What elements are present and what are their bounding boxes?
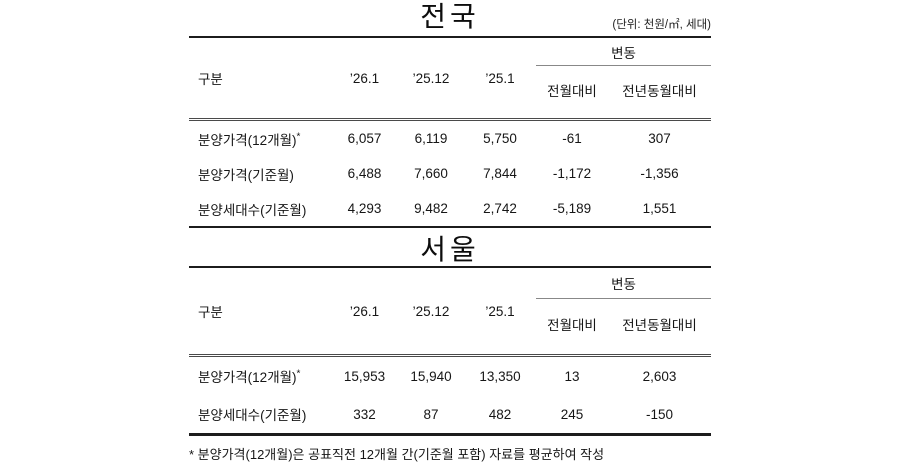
value-cell: -1,356	[640, 166, 679, 181]
row-label-text: 분양가격(기준월)	[198, 167, 294, 183]
table-row: 분양가격(12개월)* 6,057 6,119 5,750 -61 307	[189, 120, 711, 157]
report-sheet: 전국 (단위: 천원/㎡, 세대) 구분 ’26.1 ’25.12 ’25.1 …	[189, 0, 711, 463]
header-period-3: ’25.1	[485, 303, 515, 319]
row-label: 분양가격(12개월)*	[189, 120, 331, 157]
value-cell: 2,603	[642, 368, 677, 384]
table-row: 분양가격(12개월)* 15,953 15,940 13,350 13 2,60…	[189, 356, 711, 396]
row-label: 분양세대수(기준월)	[189, 191, 331, 227]
table-title-seoul: 서울	[420, 234, 480, 265]
value-cell: 5,750	[483, 131, 517, 146]
value-cell: 6,488	[347, 166, 382, 181]
header-gubun: 구분	[198, 72, 223, 87]
value-cell: 1,551	[642, 201, 677, 216]
nationwide-title-row: 전국 (단위: 천원/㎡, 세대)	[189, 0, 711, 36]
table-title-nationwide: 전국	[420, 1, 480, 32]
row-label: 분양가격(12개월)*	[189, 356, 331, 396]
value-cell: 307	[648, 131, 671, 146]
value-cell: -1,172	[552, 166, 592, 181]
table-row: 분양세대수(기준월) 4,293 9,482 2,742 -5,189 1,55…	[189, 191, 711, 227]
header-gubun: 구분	[198, 305, 223, 320]
table-nationwide: 구분 ’26.1 ’25.12 ’25.1 변동 전월대비 전년동월대비 분양가…	[189, 36, 711, 228]
row-label-text: 분양가격(12개월)	[198, 370, 297, 385]
value-cell: 7,660	[414, 166, 448, 181]
unit-note: (단위: 천원/㎡, 세대)	[612, 19, 711, 31]
row-label-text: 분양가격(12개월)	[198, 132, 297, 148]
row-label: 분양가격(기준월)	[189, 156, 331, 191]
value-cell: 4,293	[347, 201, 382, 216]
header-period-2: ’25.12	[412, 70, 450, 86]
value-cell: 87	[423, 406, 439, 422]
value-cell: 13	[564, 368, 580, 384]
table-row: 분양세대수(기준월) 332 87 482 245 -150	[189, 395, 711, 435]
table-seoul-header: 구분 ’26.1 ’25.12 ’25.1 변동 전월대비 전년동월대비	[189, 267, 711, 356]
table-row: 분양가격(기준월) 6,488 7,660 7,844 -1,172 -1,35…	[189, 156, 711, 191]
value-cell: 9,482	[414, 201, 448, 216]
value-cell: 2,742	[483, 201, 517, 216]
value-cell: 13,350	[479, 368, 521, 384]
value-cell: -5,189	[552, 201, 592, 216]
seoul-title-row: 서울	[189, 233, 711, 266]
value-cell: -61	[562, 131, 582, 146]
header-period-2: ’25.12	[412, 303, 450, 319]
value-cell: -150	[645, 406, 674, 422]
value-cell: 332	[353, 406, 376, 422]
value-cell: 7,844	[483, 166, 517, 181]
value-cell: 15,940	[410, 368, 452, 384]
header-change-group: 변동	[536, 267, 711, 299]
footnote-marker: *	[296, 368, 301, 380]
header-change-yoy: 전년동월대비	[622, 318, 697, 334]
header-change-mom: 전월대비	[547, 318, 597, 334]
table-seoul: 구분 ’26.1 ’25.12 ’25.1 변동 전월대비 전년동월대비 분양가…	[189, 266, 711, 436]
header-change-yoy: 전년동월대비	[622, 83, 697, 99]
header-period-3: ’25.1	[485, 70, 515, 86]
row-label: 분양세대수(기준월)	[189, 395, 331, 435]
header-period-1: ’26.1	[349, 70, 380, 86]
header-change-group: 변동	[536, 37, 711, 66]
value-cell: 15,953	[343, 368, 386, 384]
header-change-mom: 전월대비	[547, 83, 597, 99]
footnote-marker: *	[296, 131, 301, 142]
value-cell: 482	[488, 406, 512, 422]
header-period-1: ’26.1	[349, 303, 380, 319]
value-cell: 245	[560, 406, 584, 422]
table-nationwide-header: 구분 ’26.1 ’25.12 ’25.1 변동 전월대비 전년동월대비	[189, 37, 711, 120]
value-cell: 6,119	[414, 131, 448, 146]
row-label-text: 분양세대수(기준월)	[198, 408, 307, 423]
value-cell: 6,057	[347, 131, 382, 146]
row-label-text: 분양세대수(기준월)	[198, 202, 307, 218]
